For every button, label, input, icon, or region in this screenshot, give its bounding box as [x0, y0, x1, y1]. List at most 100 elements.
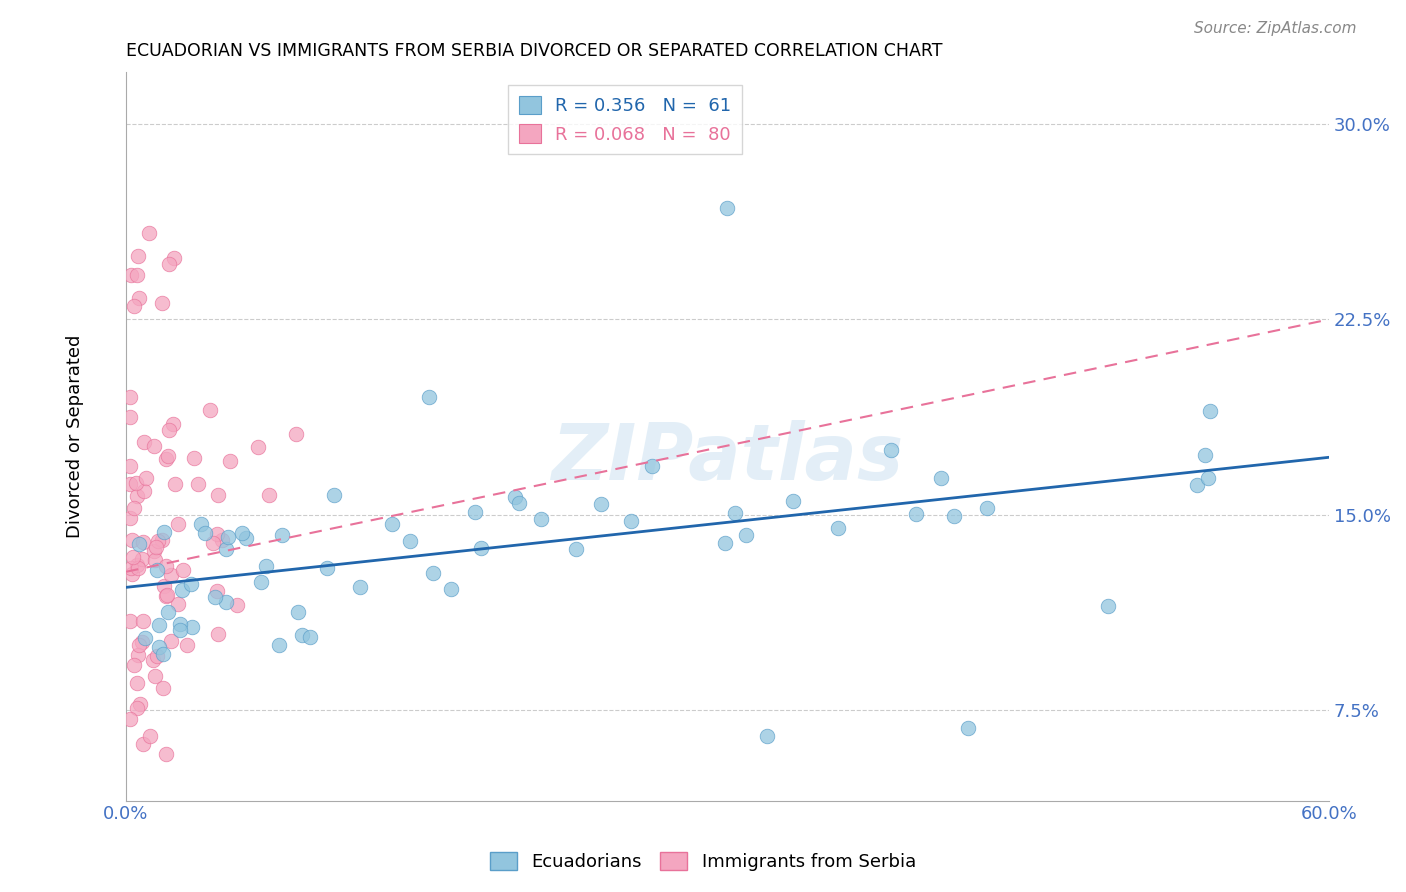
Point [641, 459, 664, 474]
Point [131, 614, 153, 628]
Point [218, 453, 240, 467]
Point [589, 498, 612, 512]
Point [956, 721, 979, 735]
Point [508, 495, 530, 509]
Point [125, 476, 148, 491]
Point [880, 443, 903, 458]
Point [169, 616, 191, 631]
Point [122, 657, 145, 672]
Point [470, 541, 492, 555]
Point [163, 251, 186, 265]
Point [205, 583, 228, 598]
Point [134, 632, 156, 646]
Point [464, 505, 486, 519]
Point [235, 531, 257, 545]
Point [120, 268, 142, 283]
Point [298, 631, 321, 645]
Point [125, 701, 148, 715]
Point [254, 558, 277, 573]
Point [167, 597, 190, 611]
Point [162, 417, 184, 431]
Point [127, 561, 149, 575]
Point [217, 530, 239, 544]
Point [145, 540, 167, 554]
Point [160, 633, 183, 648]
Point [132, 535, 155, 549]
Point [215, 595, 238, 609]
Point [159, 567, 181, 582]
Point [565, 541, 588, 556]
Point [976, 500, 998, 515]
Point [143, 438, 166, 452]
Point [225, 598, 247, 612]
Point [716, 201, 738, 215]
Point [128, 638, 150, 652]
Point [150, 533, 173, 548]
Point [120, 561, 142, 575]
Point [150, 296, 173, 310]
Point [155, 451, 177, 466]
Point [129, 697, 152, 711]
Point [756, 729, 779, 743]
Point [156, 605, 179, 619]
Point [724, 506, 747, 520]
Point [152, 579, 174, 593]
Point [211, 533, 233, 547]
Point [904, 507, 927, 521]
Point [194, 526, 217, 541]
Point [323, 488, 346, 502]
Point [121, 566, 143, 581]
Point [381, 516, 404, 531]
Point [187, 477, 209, 491]
Point [440, 582, 463, 597]
Point [134, 435, 156, 450]
Point [291, 628, 314, 642]
Point [246, 440, 269, 454]
Point [1199, 403, 1222, 417]
Point [207, 627, 229, 641]
Point [204, 590, 226, 604]
Point [118, 615, 141, 629]
Point [155, 747, 177, 761]
Point [143, 553, 166, 567]
Point [1194, 448, 1216, 462]
Point [127, 676, 149, 690]
Point [148, 618, 170, 632]
Point [125, 489, 148, 503]
Legend: Ecuadorians, Immigrants from Serbia: Ecuadorians, Immigrants from Serbia [482, 845, 924, 879]
Point [167, 516, 190, 531]
Point [118, 712, 141, 726]
Point [148, 640, 170, 654]
Point [155, 559, 177, 574]
Point [127, 648, 149, 662]
Point [198, 402, 221, 417]
Point [118, 477, 141, 491]
Point [530, 512, 553, 526]
Point [143, 669, 166, 683]
Point [127, 249, 149, 263]
Point [118, 409, 141, 424]
Point [207, 488, 229, 502]
Point [131, 635, 153, 649]
Point [148, 534, 170, 549]
Point [142, 653, 165, 667]
Point [943, 509, 966, 524]
Point [267, 638, 290, 652]
Point [257, 488, 280, 502]
Point [124, 500, 146, 515]
Point [503, 490, 526, 504]
Point [316, 561, 339, 575]
Point [139, 729, 162, 743]
Point [270, 528, 292, 542]
Point [180, 577, 202, 591]
Point [157, 257, 180, 271]
Point [205, 526, 228, 541]
Legend: R = 0.356   N =  61, R = 0.068   N =  80: R = 0.356 N = 61, R = 0.068 N = 80 [508, 85, 742, 154]
Point [138, 226, 160, 240]
Point [118, 510, 141, 524]
Point [155, 589, 177, 603]
Point [170, 582, 193, 597]
Point [418, 390, 440, 404]
Point [131, 552, 153, 566]
Point [285, 427, 308, 442]
